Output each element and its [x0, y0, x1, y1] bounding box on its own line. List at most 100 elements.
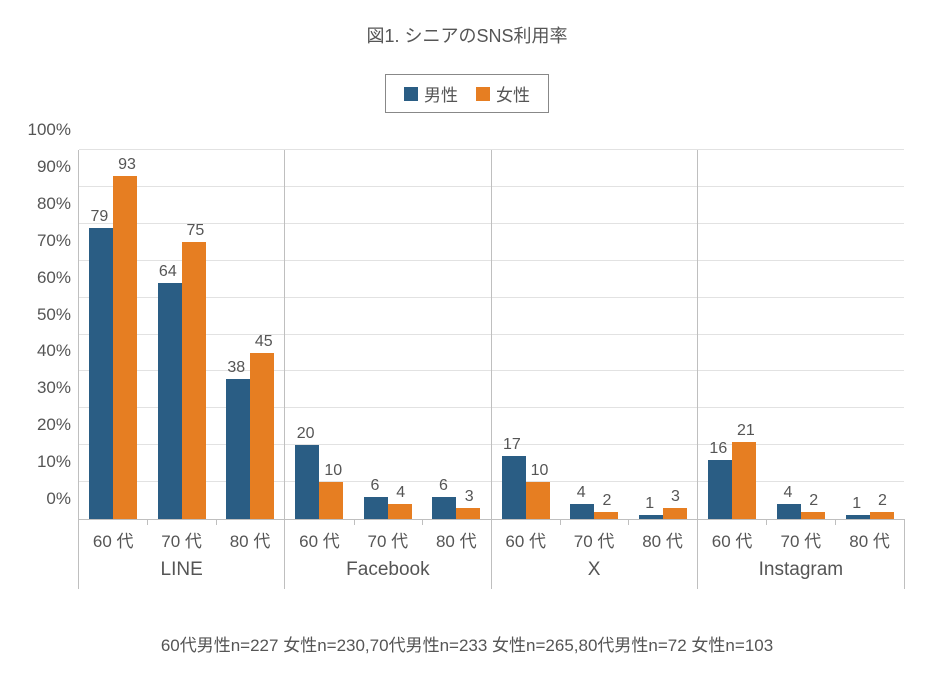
- bar: 2: [870, 512, 894, 519]
- bar: 45: [250, 353, 274, 519]
- platform-group: Instagram60 代162170 代4280 代12: [698, 150, 904, 519]
- age-group: 60 代7993: [79, 150, 147, 519]
- bar-value-label: 21: [737, 422, 755, 442]
- bar: 10: [526, 482, 550, 519]
- age-group: 70 代64: [354, 150, 422, 519]
- y-tick-label: 80%: [37, 194, 79, 214]
- axis-divider: [78, 519, 79, 589]
- age-group: 80 代63: [422, 150, 490, 519]
- platform-group: Facebook60 代201070 代6480 代63: [285, 150, 491, 519]
- x-tick: [354, 519, 355, 525]
- x-tick: [560, 519, 561, 525]
- legend-item-female: 女性: [476, 81, 530, 106]
- legend: 男性 女性: [0, 74, 934, 113]
- bar-value-label: 64: [159, 263, 177, 283]
- bar: 79: [89, 228, 113, 520]
- legend-label-female: 女性: [496, 81, 530, 106]
- age-group: 80 代13: [628, 150, 696, 519]
- bar-value-label: 45: [255, 333, 273, 353]
- bar-value-label: 2: [878, 492, 887, 512]
- bar-value-label: 4: [784, 484, 793, 504]
- bar-value-label: 16: [709, 440, 727, 460]
- y-tick-label: 100%: [28, 120, 79, 140]
- legend-item-male: 男性: [404, 81, 458, 106]
- age-label: 60 代: [299, 519, 340, 552]
- age-label: 60 代: [712, 519, 753, 552]
- bar-value-label: 17: [503, 436, 521, 456]
- bar: 3: [663, 508, 687, 519]
- y-tick-label: 0%: [46, 489, 79, 509]
- legend-label-male: 男性: [424, 81, 458, 106]
- bar: 6: [364, 497, 388, 519]
- bar: 1: [639, 515, 663, 519]
- platform-divider: [697, 519, 698, 589]
- bar: 16: [708, 460, 732, 519]
- bar-value-label: 75: [186, 222, 204, 242]
- age-label: 70 代: [574, 519, 615, 552]
- age-group: 70 代6475: [147, 150, 215, 519]
- platform-group: X60 代171070 代4280 代13: [492, 150, 698, 519]
- bar: 4: [388, 504, 412, 519]
- y-tick-label: 70%: [37, 231, 79, 251]
- bar-value-label: 3: [465, 488, 474, 508]
- age-group: 60 代1710: [492, 150, 560, 519]
- age-label: 70 代: [161, 519, 202, 552]
- bar-value-label: 4: [396, 484, 405, 504]
- bar-value-label: 10: [531, 462, 549, 482]
- x-tick: [216, 519, 217, 525]
- bar-value-label: 2: [603, 492, 612, 512]
- age-group: 70 代42: [560, 150, 628, 519]
- age-label: 80 代: [436, 519, 477, 552]
- bar: 75: [182, 242, 206, 519]
- bar: 64: [158, 283, 182, 519]
- chart-container: 図1. シニアのSNS利用率 男性 女性 0%10%20%30%40%50%60…: [0, 0, 934, 674]
- bar: 21: [732, 442, 756, 519]
- age-label: 70 代: [368, 519, 409, 552]
- platform-divider: [904, 519, 905, 589]
- bar: 4: [777, 504, 801, 519]
- age-label: 80 代: [849, 519, 890, 552]
- bar-value-label: 4: [577, 484, 586, 504]
- platform-divider: [491, 519, 492, 589]
- bar-value-label: 20: [297, 425, 315, 445]
- chart-title: 図1. シニアのSNS利用率: [0, 0, 934, 48]
- age-label: 80 代: [642, 519, 683, 552]
- age-group: 60 代2010: [285, 150, 353, 519]
- bar-value-label: 3: [671, 488, 680, 508]
- y-tick-label: 20%: [37, 415, 79, 435]
- bar-value-label: 1: [852, 495, 861, 515]
- bar: 10: [319, 482, 343, 519]
- plot-area: 0%10%20%30%40%50%60%70%80%90%100%LINE60 …: [78, 150, 904, 520]
- bar-value-label: 79: [91, 208, 109, 228]
- bar: 38: [226, 379, 250, 519]
- bar: 20: [295, 445, 319, 519]
- legend-swatch-male: [404, 87, 418, 101]
- y-tick-label: 30%: [37, 378, 79, 398]
- age-label: 70 代: [781, 519, 822, 552]
- bar: 3: [456, 508, 480, 519]
- age-label: 60 代: [505, 519, 546, 552]
- age-group: 80 代3845: [216, 150, 284, 519]
- x-tick: [628, 519, 629, 525]
- x-tick: [147, 519, 148, 525]
- y-tick-label: 50%: [37, 305, 79, 325]
- bar-value-label: 1: [645, 495, 654, 515]
- bar: 6: [432, 497, 456, 519]
- y-tick-label: 90%: [37, 157, 79, 177]
- y-tick-label: 10%: [37, 452, 79, 472]
- legend-swatch-female: [476, 87, 490, 101]
- age-label: 80 代: [230, 519, 271, 552]
- bar-value-label: 6: [439, 477, 448, 497]
- age-group: 80 代12: [835, 150, 904, 519]
- bar: 17: [502, 456, 526, 519]
- bar-value-label: 10: [324, 462, 342, 482]
- x-tick: [422, 519, 423, 525]
- chart-caption: 60代男性n=227 女性n=230,70代男性n=233 女性n=265,80…: [0, 631, 934, 656]
- x-tick: [766, 519, 767, 525]
- age-group: 60 代1621: [698, 150, 767, 519]
- platform-divider: [284, 519, 285, 589]
- x-tick: [835, 519, 836, 525]
- bar-value-label: 2: [809, 492, 818, 512]
- bar: 4: [570, 504, 594, 519]
- bar: 93: [113, 176, 137, 519]
